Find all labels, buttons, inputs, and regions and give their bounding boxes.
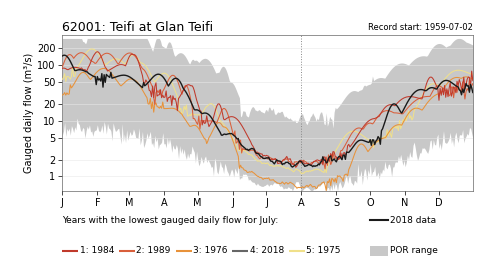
Text: POR range: POR range: [390, 246, 438, 256]
Text: 2: 1989: 2: 1989: [136, 246, 171, 256]
Text: 4: 2018: 4: 2018: [250, 246, 284, 256]
Y-axis label: Gauged daily flow (m³/s): Gauged daily flow (m³/s): [24, 53, 34, 173]
Text: 3: 1976: 3: 1976: [193, 246, 228, 256]
Text: Years with the lowest gauged daily flow for July:: Years with the lowest gauged daily flow …: [62, 216, 279, 225]
Text: 5: 1975: 5: 1975: [306, 246, 341, 256]
Text: 2018 data: 2018 data: [390, 216, 436, 225]
Text: Record start: 1959-07-02: Record start: 1959-07-02: [368, 23, 473, 32]
Text: 62001: Teifi at Glan Teifi: 62001: Teifi at Glan Teifi: [62, 21, 214, 34]
Text: 1: 1984: 1: 1984: [80, 246, 114, 256]
